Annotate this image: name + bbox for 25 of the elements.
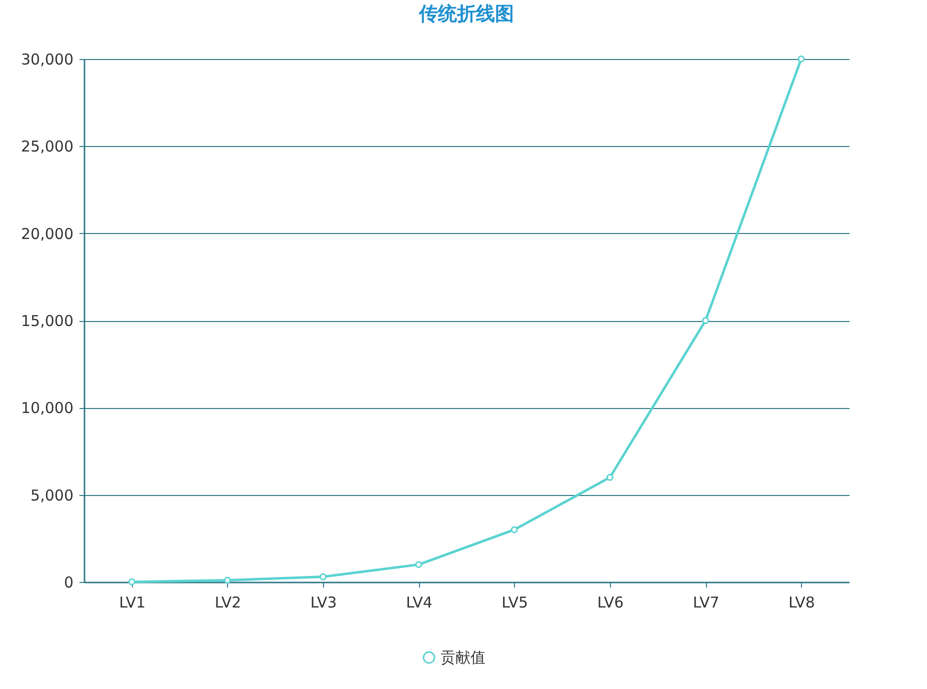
- point: [510, 526, 518, 534]
- chart-title: 传统折线图: [418, 3, 514, 25]
- y-tick-label: 10,000: [21, 399, 74, 418]
- point: [128, 578, 136, 586]
- x-tick-label: LV7: [692, 594, 720, 612]
- y-tick-label: 0: [64, 574, 74, 592]
- x-tick-label: LV5: [502, 594, 528, 612]
- point: [415, 561, 422, 568]
- point: [320, 573, 327, 580]
- x-tick-label: LV6: [597, 594, 624, 612]
- y-tick-label: 20,000: [21, 224, 74, 243]
- x-tick-label: LV2: [214, 594, 242, 612]
- point: [224, 576, 231, 584]
- legend-label: 贡献值: [440, 648, 486, 666]
- point: [702, 317, 710, 324]
- point: [798, 56, 805, 62]
- y-tick-label: 30,000: [21, 50, 74, 68]
- y-tick-label: 15,000: [21, 312, 74, 330]
- point: [606, 474, 614, 481]
- y-tick-label: 5,000: [30, 486, 74, 504]
- x-tick-label: LV1: [119, 594, 146, 612]
- x-tick-label: LV4: [406, 594, 432, 612]
- y-tick-label: 25,000: [21, 138, 74, 156]
- x-tick-label: LV3: [310, 594, 337, 612]
- x-tick-label: LV8: [788, 594, 815, 612]
